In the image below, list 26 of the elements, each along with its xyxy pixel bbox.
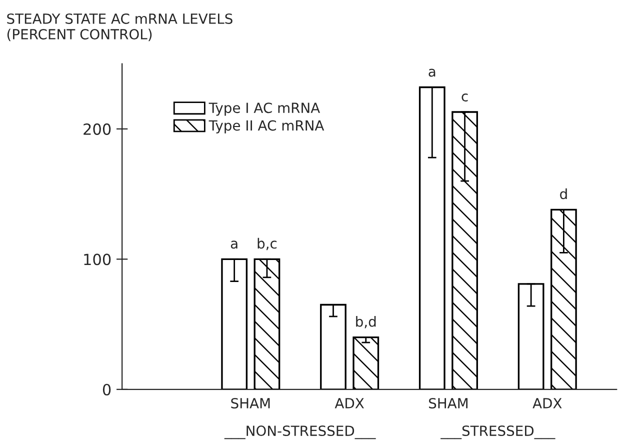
legend-label: Type I AC mRNA [208, 102, 320, 116]
data-label: b,c [258, 238, 277, 250]
data-label: c [462, 94, 468, 102]
y-tick-label: 0 [102, 384, 111, 396]
text: ___NON-STRESSED___ [224, 426, 376, 440]
bar [518, 283, 544, 390]
bar [418, 86, 446, 390]
x-tick-label: SHAM [429, 398, 468, 408]
text: ___STRESSED___ [440, 426, 556, 440]
bar [221, 258, 248, 390]
bar [320, 304, 346, 390]
x-tick-label: ADX [532, 398, 562, 408]
x-tick-label: SHAM [231, 398, 270, 408]
data-label: b,d [356, 316, 376, 328]
bar [550, 208, 577, 390]
data-label: d [560, 188, 567, 200]
data-label: a [428, 68, 436, 77]
legend-label: Type II AC mRNA [208, 120, 324, 134]
bar [352, 336, 380, 390]
bar [452, 111, 478, 390]
x-tick-label: ADX [334, 398, 364, 408]
y-tick-label: 100 [84, 254, 111, 266]
y-tick-label: 200 [84, 123, 111, 135]
y-axis-title: STEADY STATE AC mRNA LEVELS (PERCENT CONTROL) [7, 13, 232, 42]
data-label: a [230, 240, 238, 249]
bar [254, 258, 280, 390]
